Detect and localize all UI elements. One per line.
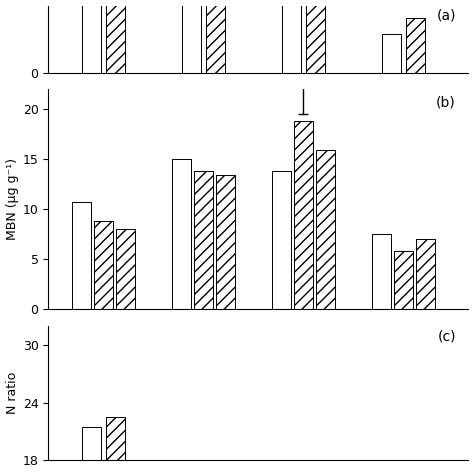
Bar	[106, 417, 125, 474]
Bar	[194, 171, 213, 310]
Bar	[282, 0, 301, 73]
Text: (c): (c)	[438, 330, 456, 344]
Text: (a): (a)	[437, 9, 456, 23]
Bar	[72, 202, 91, 310]
Bar	[394, 251, 413, 310]
Bar	[382, 34, 401, 73]
Bar	[372, 234, 391, 310]
Bar	[206, 0, 225, 73]
Bar	[94, 221, 113, 310]
Bar	[106, 0, 125, 73]
Bar	[416, 239, 435, 310]
Bar	[316, 150, 335, 310]
Bar	[172, 159, 191, 310]
Bar	[216, 175, 235, 310]
Bar	[294, 121, 313, 310]
Bar	[406, 18, 425, 73]
Bar	[116, 229, 135, 310]
Y-axis label: N ratio: N ratio	[6, 372, 18, 414]
Bar	[306, 0, 325, 73]
Y-axis label: MBN (μg g⁻¹): MBN (μg g⁻¹)	[6, 158, 18, 240]
Bar	[182, 0, 201, 73]
Text: (b): (b)	[436, 96, 456, 110]
Bar	[272, 171, 291, 310]
Bar	[82, 427, 101, 474]
Bar	[82, 0, 101, 73]
